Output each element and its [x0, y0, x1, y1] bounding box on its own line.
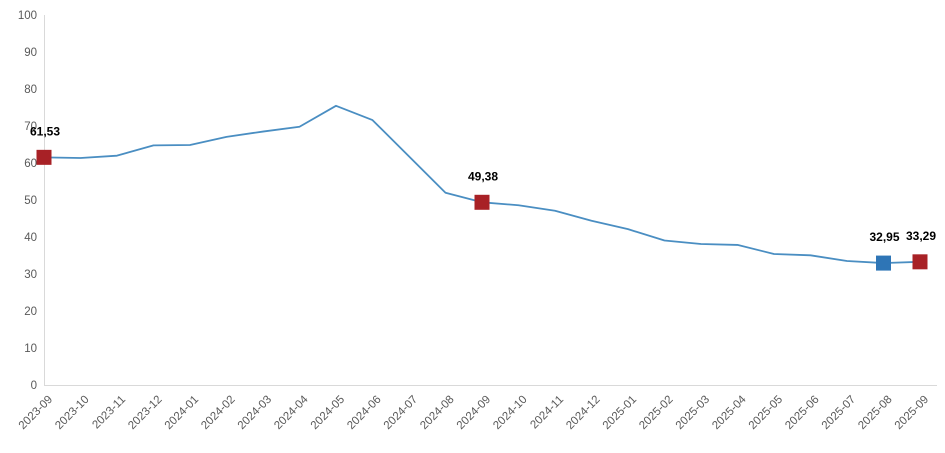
data-point-label: 32,95 — [869, 230, 899, 244]
x-axis-tick-label: 2024-06 — [345, 394, 383, 432]
x-axis-tick-label: 2025-02 — [637, 394, 675, 432]
x-axis-tick-label: 2023-12 — [126, 394, 164, 432]
y-axis-tick-label: 20 — [24, 306, 37, 318]
x-axis-tick-label: 2025-06 — [783, 394, 821, 432]
x-axis-tick-label: 2024-11 — [528, 394, 566, 432]
x-axis-tick-label: 2024-10 — [491, 394, 529, 432]
data-point-label: 61,53 — [30, 124, 60, 138]
y-axis-tick-label: 30 — [24, 269, 37, 281]
x-axis-tick-label: 2024-03 — [236, 394, 274, 432]
data-point-marker[interactable] — [36, 149, 52, 165]
data-point-marker[interactable] — [912, 254, 928, 270]
x-axis-tick-label: 2024-04 — [272, 393, 311, 432]
x-axis-tick-label: 2023-10 — [53, 394, 91, 432]
y-axis-tick-label: 60 — [24, 158, 37, 170]
x-axis-tick-label: 2025-03 — [674, 394, 712, 432]
data-point-marker[interactable] — [876, 255, 891, 271]
y-axis-tick-label: 10 — [24, 343, 37, 355]
y-axis-tick-label: 70 — [24, 121, 37, 133]
x-axis-tick-label: 2024-08 — [418, 394, 456, 432]
y-axis-tick-label: 100 — [18, 10, 37, 22]
y-axis-tick-label: 80 — [24, 84, 37, 96]
x-axis-tick-label: 2025-07 — [820, 394, 858, 432]
x-axis-tick-label: 2024-05 — [309, 394, 347, 432]
x-axis-tick-label: 2025-09 — [893, 394, 931, 432]
y-axis-tick-label: 40 — [24, 232, 37, 244]
x-axis-tick-label: 2025-01 — [601, 394, 639, 432]
data-point-label: 33,29 — [906, 229, 936, 243]
y-axis-tick-label: 0 — [31, 380, 37, 392]
x-axis-tick-label: 2023-09 — [17, 394, 55, 432]
data-point-label: 49,38 — [468, 169, 498, 183]
data-point-marker[interactable] — [474, 194, 490, 210]
y-axis-tick-label: 90 — [24, 47, 37, 59]
x-axis-tick-label: 2023-11 — [90, 394, 128, 432]
x-axis-tick-label: 2025-05 — [747, 394, 785, 432]
y-axis-tick-label: 50 — [24, 195, 37, 207]
x-axis-tick-label: 2024-07 — [382, 394, 420, 432]
x-axis-tick-label: 2024-02 — [199, 394, 237, 432]
x-axis-tick-label: 2024-09 — [455, 394, 493, 432]
x-axis-tick-label: 2024-01 — [163, 394, 201, 432]
data-line — [43, 104, 921, 264]
x-axis-tick-label: 2025-04 — [710, 393, 749, 432]
x-axis-tick-label: 2025-08 — [856, 394, 894, 432]
x-axis-tick-label: 2024-12 — [564, 394, 602, 432]
